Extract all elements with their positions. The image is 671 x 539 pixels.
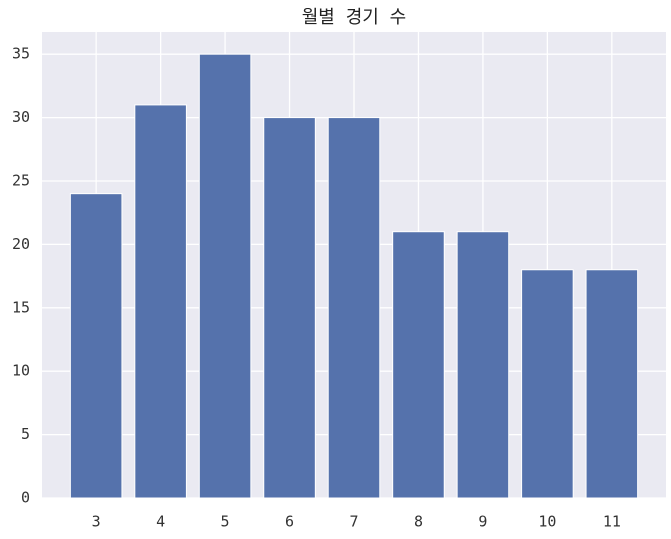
bar: [327, 117, 381, 499]
x-tick-label: 10: [538, 513, 556, 531]
x-tick-label: 8: [414, 513, 423, 531]
y-tick-label: 30: [12, 108, 30, 126]
x-tick-label: 5: [221, 513, 230, 531]
x-tick-label: 9: [478, 513, 487, 531]
x-tick-label: 4: [156, 513, 165, 531]
bar: [392, 231, 445, 499]
bar: [456, 231, 510, 499]
bar: [69, 193, 123, 499]
x-tick-label: 3: [92, 513, 101, 531]
bar: [198, 53, 252, 499]
y-tick-label: 15: [12, 298, 30, 316]
x-tick-label: 11: [603, 513, 621, 531]
y-tick-label: 25: [12, 171, 30, 189]
bar: [263, 117, 316, 499]
bar: [521, 269, 574, 499]
y-tick-label: 5: [21, 425, 30, 443]
y-tick-label: 35: [12, 45, 30, 63]
chart-title: 월별 경기 수: [302, 7, 406, 28]
y-tick-label: 0: [21, 489, 30, 507]
y-tick-label: 10: [12, 362, 30, 380]
x-tick-label: 6: [285, 513, 294, 531]
bar: [134, 104, 187, 499]
y-tick-label: 20: [12, 235, 30, 253]
bar: [585, 269, 639, 499]
x-tick-label: 7: [349, 513, 358, 531]
